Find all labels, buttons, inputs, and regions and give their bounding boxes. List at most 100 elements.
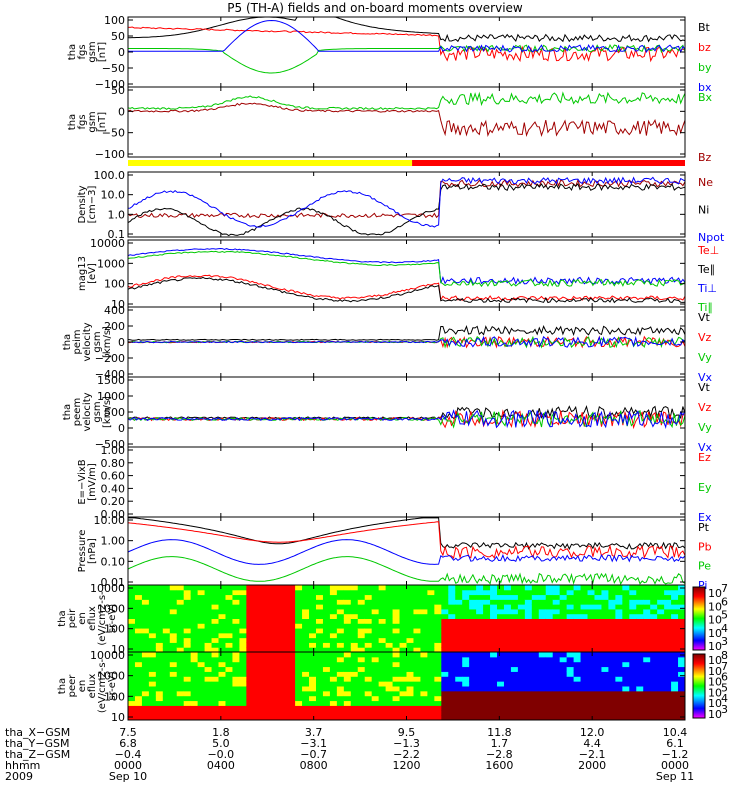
ytick-label: 10000 (90, 582, 125, 595)
cbar-exp: 7 (721, 660, 728, 673)
cbar-tick: 10 (708, 600, 722, 613)
ylabel-line: E=−VixB (77, 459, 88, 504)
ytick-label: −200 (95, 352, 125, 365)
cbar-exp: 6 (721, 595, 728, 608)
ephem-value: 10.4 (662, 726, 688, 739)
legend-item: Vt (698, 381, 711, 394)
ytick-label: 10000 (90, 649, 125, 662)
ylabel-line: gsm (87, 111, 98, 132)
ylabel-line: en (77, 680, 88, 693)
ylabel-line: tha (57, 610, 68, 626)
ytick-label: 0 (118, 105, 125, 118)
ytick-label: −50 (102, 62, 125, 75)
legend-item: Vy (698, 351, 712, 364)
ylabel-line: (eV/cm2-s- (97, 591, 108, 646)
ephem-row-label: tha_Y−GSM (5, 737, 70, 750)
legend-item: Ni (698, 204, 709, 217)
ytick-label: 0.00 (101, 508, 126, 521)
ytick-label: 0.01 (101, 576, 126, 589)
series-fgs_gse-Bx (127, 91, 686, 111)
ylabel-line: [nT] (97, 42, 108, 62)
ephem-value: 1.8 (212, 726, 230, 739)
legend-item: Npot (698, 231, 725, 244)
ephem-value: Sep 10 (108, 770, 148, 783)
ephem-value: 5.0 (212, 737, 230, 750)
cbar-exp: 3 (721, 703, 728, 716)
ytick-label: 0 (118, 422, 125, 435)
series-density-Ne (127, 178, 686, 219)
legend-item: Pb (698, 540, 712, 553)
ylabel-line: eflux (87, 674, 98, 699)
cbar-exp: 8 (721, 649, 728, 662)
series-temp-Ti∥ (127, 250, 686, 288)
panel-temp: Te⊥ Te∥ Ti⊥ Ti∥ 10000 1000 100 10 mag13 [eV] (77, 237, 719, 314)
ytick-label: 0.1 (108, 228, 126, 241)
legend-vi: Vt Vz Vy Vx (698, 311, 713, 384)
ytick-label: 0 (118, 336, 125, 349)
legend-item: Vz (698, 331, 712, 344)
panel-ve: Vt Vz Vy Vx 1500 1000 500 0 −500 tha peem velocity g… (62, 374, 713, 454)
ylabel-line: peim (72, 329, 83, 354)
mode-bar (128, 160, 685, 166)
ylabel-vi: tha peim velocity gsm [km/s] (62, 322, 113, 361)
cbar-tick: 10 (708, 708, 722, 721)
ytick-label: 10 (111, 711, 125, 724)
ephem-value: 6.1 (666, 737, 684, 750)
ytick-label: 0.10 (101, 555, 126, 568)
panel-density: Ne Ni Npot 100.0 10.0 1.0 0.1 Density [cm−3] (77, 169, 725, 244)
ephem-row-label: tha_Z−GSM (5, 748, 71, 761)
legend-item: Pi (698, 579, 707, 592)
ylabel-line: peer (67, 674, 78, 698)
ephem-value: −2.8 (485, 748, 513, 761)
legend-item: Vx (698, 441, 713, 454)
ylabel-ve: tha peem velocity gsm [km/s] (62, 392, 113, 431)
legend-item: Ey (698, 481, 712, 494)
cbar-exp: 5 (721, 681, 728, 694)
legend-fgs: Bt bz by bx (698, 21, 712, 94)
cbar-exp: 4 (721, 692, 728, 705)
cbar-tick: 10 (708, 654, 722, 667)
legend-item: bz (698, 41, 711, 54)
ephem-value: 3.7 (304, 726, 323, 739)
ylabel-line: peir (67, 608, 78, 628)
series-fgs-bx (128, 19, 686, 54)
ephem-value: −1.2 (661, 748, 689, 761)
ytick-label: 1000 (97, 670, 125, 683)
ylabel-line: eflux (87, 606, 98, 631)
series-density-Npot (127, 176, 686, 228)
ylabel-line: tha (57, 678, 68, 694)
ylabel-line: peem (72, 398, 83, 426)
legend-item: Vz (698, 401, 712, 414)
ylabel-line: velocity (82, 392, 93, 431)
legend-item: Pt (698, 521, 710, 534)
ytick-label: 0 (118, 46, 125, 59)
series-pressure-Pe (127, 556, 686, 586)
ytick-label: 10.00 (94, 514, 126, 527)
panel-fgs_gse: Bx Bz 50 0 −50 −100 tha fgs gsm [nT] (67, 84, 713, 164)
ytick-label: 100 (104, 690, 125, 703)
cbar-exp: 5 (721, 609, 728, 622)
ephem-value: 4.4 (583, 737, 601, 750)
ylabel-line: gsm (87, 41, 98, 62)
legend-ve: Vt Vz Vy Vx (698, 381, 713, 454)
cbar-exp: 7 (721, 582, 728, 595)
ephem-value: −1.3 (393, 737, 420, 750)
ephem-value: 2000 (578, 759, 607, 772)
ytick-label: 1500 (97, 374, 125, 387)
ytick-label: 1.0 (108, 208, 126, 221)
ephem-value: 0000 (114, 759, 142, 772)
ephem-value: 6.8 (119, 737, 137, 750)
ylabel-temp: mag13 [eV] (77, 256, 98, 291)
ylabel-line: (eV/cm2-s- (97, 658, 108, 713)
series-ve-Vx (127, 409, 686, 429)
ephem-value: 1200 (392, 759, 421, 772)
ephem-value: 9.5 (397, 726, 416, 739)
ylabel-line: Density (77, 185, 88, 223)
legend-density: Ne Ni Npot (698, 176, 725, 244)
ytick-label: 1.00 (101, 535, 126, 548)
ylabel-density: Density [cm−3] (77, 185, 98, 223)
ephem-value: 0800 (299, 759, 328, 772)
cbar-tick: 10 (708, 686, 722, 699)
